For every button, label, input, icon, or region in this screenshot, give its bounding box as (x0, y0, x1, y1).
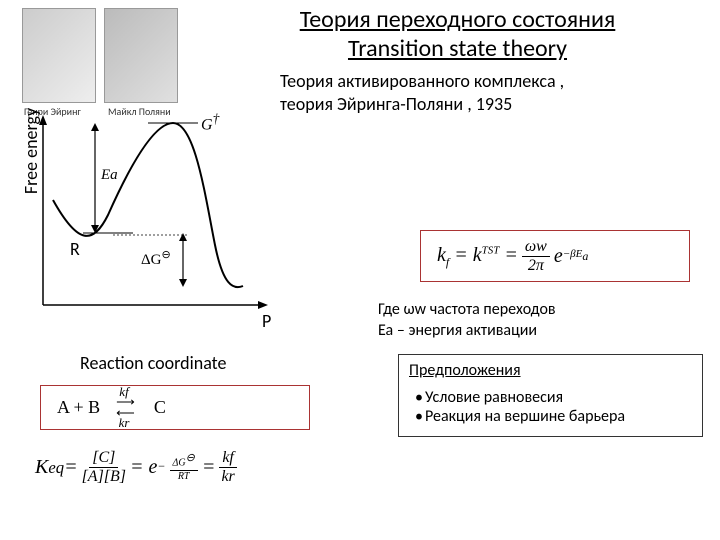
ea-label: Ea (101, 167, 118, 184)
where-text: Где ωw частота переходов Ea – энергия ак… (378, 300, 556, 342)
tst-equation-box: kf = kTST = ωw 2π e−βEa (420, 230, 690, 282)
title-line-1: Теория переходного состояния (225, 6, 690, 35)
subtitle-line-2: теория Эйринга-Поляни , 1935 (280, 93, 564, 116)
g-transition-label: G† (201, 111, 219, 134)
assumptions-list: Условие равновесия Реакция на вершине ба… (415, 388, 692, 426)
product-c: C (138, 397, 166, 418)
assumptions-box: Предположения Условие равновесия Реакция… (398, 354, 703, 437)
photo-polanyi (104, 8, 178, 103)
assumptions-header: Предположения (409, 361, 692, 380)
photo-eyring (22, 8, 96, 103)
slide-title: Теория переходного состояния Transition … (225, 6, 690, 64)
reactants-ab: A + B (57, 397, 110, 418)
where-line-1: Где ωw частота переходов (378, 300, 556, 321)
energy-diagram: G† Ea ΔG⊖ (33, 115, 273, 315)
equilibrium-arrows-icon: kf ⟶ ⟵ kr (110, 387, 138, 429)
subtitle: Теория активированного комплекса , теори… (280, 70, 564, 117)
title-line-2: Transition state theory (225, 35, 690, 64)
tst-equation: kf = kTST = ωw 2π e−βEa (437, 239, 673, 274)
where-line-2: Ea – энергия активации (378, 321, 556, 342)
assumption-item: Реакция на вершине барьера (415, 407, 692, 426)
x-axis-label: Reaction coordinate (80, 352, 226, 374)
reaction-box: A + B kf ⟶ ⟵ kr C (40, 385, 310, 430)
subtitle-line-1: Теория активированного комплекса , (280, 70, 564, 93)
delta-g-label: ΔG⊖ (141, 248, 171, 269)
keq-equation: Keq = [C] [A][B] = e − ΔG⊖ RT = kf kr (35, 450, 241, 485)
products-label: P (262, 310, 271, 332)
assumption-item: Условие равновесия (415, 388, 692, 407)
reactants-label: R (70, 238, 80, 260)
